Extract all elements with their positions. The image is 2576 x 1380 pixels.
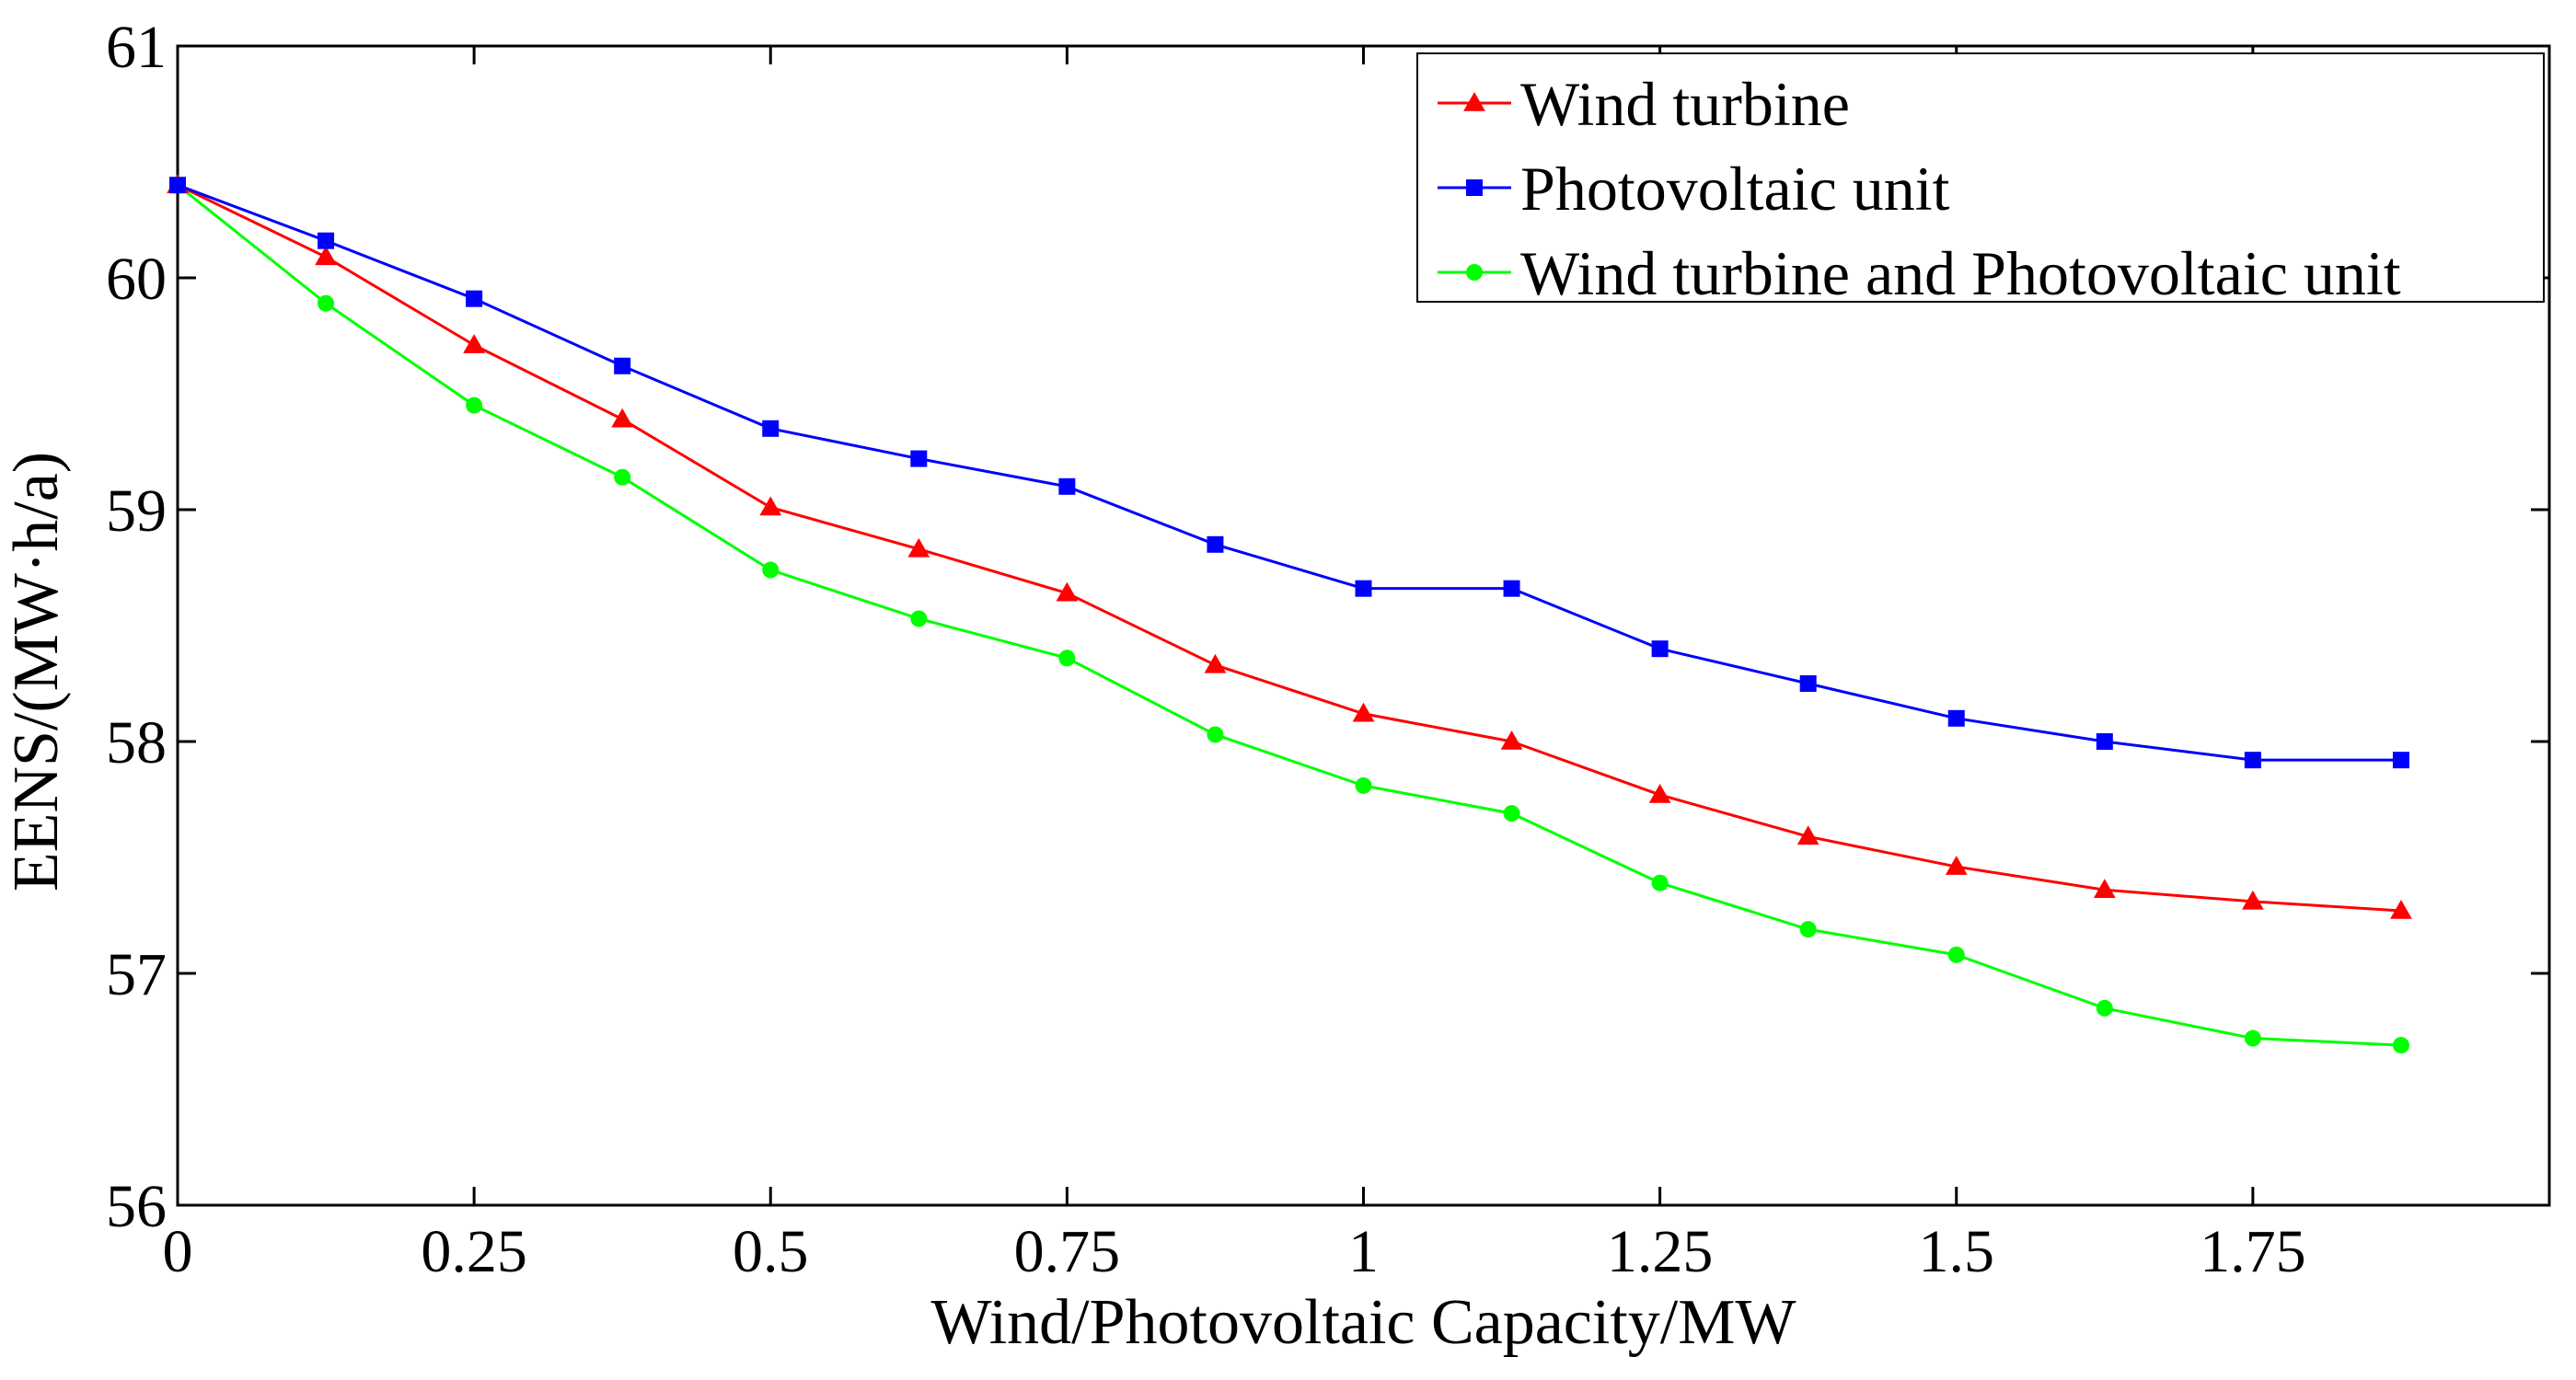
photovoltaic-unit-point — [614, 357, 631, 374]
y-tick-label: 56 — [106, 1173, 167, 1240]
legend-wind-and-pv-point — [1466, 264, 1483, 281]
wind-and-pv-point — [1651, 874, 1669, 891]
series-line-wind-and-pv — [177, 184, 2402, 1047]
x-tick-label: 1.75 — [2200, 1218, 2306, 1285]
wind-turbine-point — [611, 408, 634, 428]
wind-turbine-point — [1648, 783, 1671, 803]
wind-and-pv-point — [910, 610, 928, 627]
wind-turbine-point — [315, 246, 337, 266]
wind-and-pv-point — [2096, 999, 2113, 1017]
series-wind-and-pv — [169, 177, 2409, 1054]
photovoltaic-unit-point — [910, 450, 928, 467]
wind-and-pv-point — [1503, 805, 1520, 822]
series-line-photovoltaic-unit — [177, 183, 2401, 762]
legend-label-photovoltaic-unit: Photovoltaic unit — [1520, 154, 1950, 224]
x-tick-label: 1.5 — [1919, 1218, 1995, 1285]
x-tick-label: 1 — [1348, 1218, 1379, 1285]
y-tick-label: 61 — [106, 14, 167, 81]
x-tick-label: 0.25 — [421, 1218, 527, 1285]
photovoltaic-unit-point — [1207, 535, 1224, 553]
x-axis-title: Wind/Photovoltaic Capacity/MW — [930, 1287, 1796, 1358]
legend-box — [1416, 52, 2545, 303]
series-layer — [167, 174, 2412, 1054]
wind-and-pv-point — [2392, 1037, 2409, 1054]
wind-turbine-point — [1500, 730, 1523, 750]
photovoltaic-unit-point — [1058, 477, 1076, 495]
wind-turbine-point — [2390, 899, 2412, 919]
photovoltaic-unit-point — [1355, 580, 1372, 597]
wind-and-pv-point — [614, 468, 631, 486]
wind-and-pv-point — [1947, 946, 1965, 963]
y-tick-label: 60 — [106, 246, 167, 313]
wind-and-pv-point — [2244, 1029, 2261, 1047]
y-tick-label: 59 — [106, 477, 167, 545]
wind-turbine-point — [1796, 825, 1819, 845]
photovoltaic-unit-point — [1947, 709, 1965, 727]
wind-turbine-point — [1945, 856, 1968, 875]
wind-turbine-point — [1056, 581, 1079, 602]
photovoltaic-unit-point — [2392, 752, 2409, 769]
photovoltaic-unit-point — [2096, 733, 2113, 750]
photovoltaic-unit-point — [169, 177, 186, 194]
x-tick-label: 0.5 — [733, 1218, 809, 1285]
photovoltaic-unit-point — [762, 420, 780, 437]
series-wind-turbine — [167, 174, 2412, 919]
wind-turbine-point — [907, 537, 930, 558]
photovoltaic-unit-point — [1651, 640, 1669, 658]
wind-and-pv-point — [1355, 776, 1372, 794]
wind-turbine-point — [463, 334, 485, 353]
legend-wind-turbine-point — [1463, 91, 1485, 111]
wind-turbine-point — [1352, 702, 1375, 722]
x-tick-label: 1.25 — [1607, 1218, 1714, 1285]
wind-turbine-point — [1204, 653, 1227, 673]
photovoltaic-unit-point — [466, 290, 483, 307]
photovoltaic-unit-point — [1503, 580, 1520, 597]
y-tick-label: 58 — [106, 709, 167, 776]
series-photovoltaic-unit — [169, 177, 2409, 769]
axis-ticks: 0 0.25 0.5 0.75 1 1.25 1.5 1.75 56 57 58 59 60 61 — [106, 14, 2549, 1285]
wind-and-pv-point — [762, 561, 780, 579]
legend: Wind turbine Photovoltaic unit Wind turbin… — [1416, 52, 2545, 308]
legend-label-wind-and-pv: Wind turbine and Photovoltaic unit — [1520, 238, 2401, 308]
wind-turbine-point — [2093, 879, 2116, 899]
wind-and-pv-point — [1799, 921, 1817, 938]
wind-and-pv-point — [466, 397, 483, 414]
photovoltaic-unit-point — [2244, 752, 2261, 769]
wind-and-pv-point — [1207, 726, 1224, 743]
wind-turbine-point — [759, 496, 782, 516]
legend-photovoltaic-unit-point — [1466, 179, 1483, 196]
legend-label-wind-turbine: Wind turbine — [1520, 69, 1850, 139]
photovoltaic-unit-point — [1799, 675, 1817, 692]
x-tick-label: 0 — [163, 1218, 193, 1285]
y-axis-title: EENS/(MW·h/a) — [1, 452, 72, 891]
wind-and-pv-point — [318, 294, 335, 312]
series-line-wind-turbine — [177, 183, 2402, 913]
wind-turbine-point — [2242, 890, 2264, 910]
photovoltaic-unit-point — [318, 232, 335, 249]
wind-and-pv-point — [1058, 650, 1076, 667]
y-tick-label: 57 — [106, 941, 167, 1008]
x-tick-label: 0.75 — [1014, 1218, 1121, 1285]
